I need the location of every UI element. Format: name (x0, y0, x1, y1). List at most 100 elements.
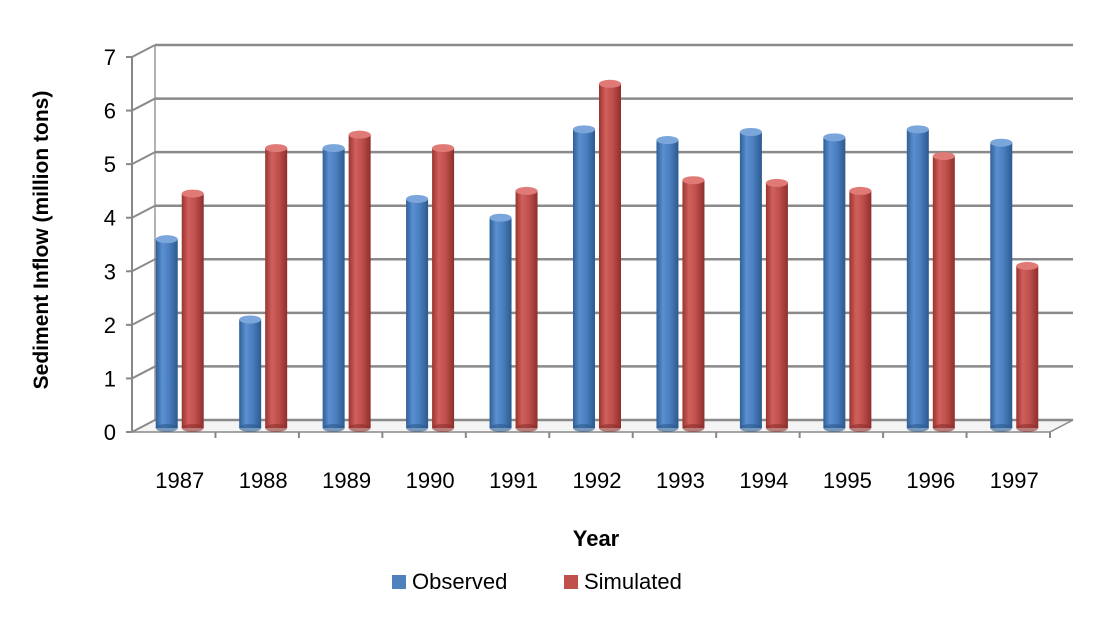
gridline-side (131, 204, 156, 219)
bar-body (906, 129, 929, 429)
bar-base (489, 424, 512, 432)
bar-simulated-1995 (849, 186, 872, 432)
bar-simulated-1988 (265, 144, 288, 432)
bar-cap (765, 178, 788, 187)
bar-base (432, 424, 455, 432)
y-tick-label: 1 (104, 366, 116, 391)
bar-base (823, 424, 846, 432)
legend-swatch (392, 575, 406, 589)
bar-observed-1997 (990, 138, 1013, 432)
bar-body (573, 129, 595, 429)
y-tick-label: 6 (104, 99, 116, 124)
bar-simulated-1997 (1016, 261, 1039, 432)
bar-cap (823, 133, 846, 142)
bar-body (599, 83, 621, 429)
bar-simulated-1989 (348, 130, 371, 432)
legend: Observed Simulated (392, 569, 682, 594)
bar-cap (906, 125, 929, 134)
bar-cap (1016, 261, 1039, 270)
bar-body (932, 156, 955, 428)
y-tick-labels: 0 1 2 3 4 5 6 7 (104, 45, 116, 445)
bar-body (181, 193, 204, 428)
bar-body (322, 148, 345, 429)
bar-cap (265, 144, 288, 153)
x-tick-label: 1994 (739, 468, 788, 493)
bar-cap (515, 186, 538, 195)
bar-cap (155, 235, 178, 244)
bar-observed-1995 (823, 133, 846, 432)
x-tick-label: 1996 (906, 468, 955, 493)
bar-simulated-1992 (599, 79, 621, 432)
bar-cap (656, 136, 679, 145)
y-tick-label: 5 (104, 152, 116, 177)
x-tick-label: 1987 (155, 468, 204, 493)
x-tick-label: 1989 (322, 468, 371, 493)
bar-observed-1992 (573, 125, 595, 432)
bar-cap (432, 144, 455, 153)
bar-body (489, 217, 512, 428)
bar-body (155, 239, 178, 428)
bar-cap (348, 130, 371, 139)
bar-observed-1988 (239, 315, 262, 432)
bar-base (181, 424, 204, 432)
gridline-side (131, 44, 156, 58)
bar-cap (406, 194, 429, 203)
bar-base (765, 424, 788, 432)
x-tick-label: 1997 (990, 468, 1039, 493)
x-axis-label: Year (573, 526, 620, 551)
x-tick-label: 1988 (239, 468, 288, 493)
bar-body (239, 319, 262, 428)
legend-label: Observed (412, 569, 507, 594)
bar-base (849, 424, 872, 432)
bar-observed-1990 (406, 194, 429, 432)
bar-base (406, 424, 429, 432)
x-tick-label: 1993 (656, 468, 705, 493)
bar-base (932, 424, 955, 432)
bar-body (432, 148, 455, 429)
y-axis-label: Sediment Inflow (million tons) (30, 91, 53, 390)
bar-base (573, 424, 595, 432)
bar-observed-1996 (906, 125, 929, 432)
bar-cap (489, 213, 512, 222)
bar-cap (849, 186, 872, 195)
bar-simulated-1991 (515, 186, 538, 432)
bar-body (849, 190, 872, 428)
bar-base (906, 424, 929, 432)
bar-simulated-1987 (181, 189, 204, 432)
bar-cap (239, 315, 262, 324)
bar-simulated-1994 (765, 178, 788, 432)
bar-body (1016, 265, 1039, 428)
bar-simulated-1993 (682, 176, 705, 432)
bar-observed-1993 (656, 136, 679, 432)
y-tick-label: 3 (104, 259, 116, 284)
bar-body (515, 190, 538, 428)
bar-observed-1994 (739, 128, 762, 432)
bar-base (682, 424, 705, 432)
legend-label: Simulated (584, 569, 682, 594)
bar-body (990, 142, 1013, 428)
gridline-side (131, 258, 156, 273)
bar-simulated-1990 (432, 144, 455, 432)
bar-base (599, 424, 621, 432)
y-tick-label: 7 (104, 45, 116, 70)
y-tick-label: 2 (104, 313, 116, 338)
bar-cap (322, 144, 345, 153)
bar-base (265, 424, 288, 432)
bar-cap (932, 152, 955, 161)
bar-body (348, 134, 371, 428)
gridline-side (131, 365, 156, 380)
bar-body (682, 180, 705, 428)
bar-body (656, 140, 679, 429)
bar-cap (573, 125, 595, 134)
bar-simulated-1996 (932, 152, 955, 432)
bar-base (1016, 424, 1039, 432)
bar-base (990, 424, 1013, 432)
bar-base (348, 424, 371, 432)
bar-cap (990, 138, 1013, 147)
bar-base (515, 424, 538, 432)
gridline-side (131, 311, 156, 326)
x-tick-label: 1992 (573, 468, 622, 493)
bar-body (265, 148, 288, 429)
